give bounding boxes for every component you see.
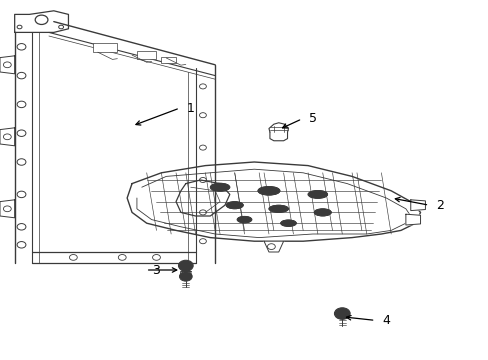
Ellipse shape	[237, 216, 251, 223]
Polygon shape	[264, 241, 283, 252]
Text: 5: 5	[308, 112, 316, 125]
Ellipse shape	[268, 205, 288, 212]
Ellipse shape	[313, 209, 331, 216]
FancyBboxPatch shape	[161, 57, 176, 63]
Polygon shape	[0, 56, 15, 74]
Polygon shape	[405, 214, 420, 225]
Circle shape	[334, 308, 349, 319]
Ellipse shape	[210, 183, 229, 191]
Polygon shape	[176, 180, 229, 216]
Circle shape	[179, 272, 192, 281]
Polygon shape	[0, 200, 15, 218]
Polygon shape	[15, 11, 215, 266]
Polygon shape	[410, 200, 425, 211]
Ellipse shape	[225, 202, 243, 209]
Text: 4: 4	[382, 314, 389, 327]
Ellipse shape	[258, 186, 279, 195]
Text: 3: 3	[152, 264, 160, 276]
Polygon shape	[181, 269, 190, 278]
Ellipse shape	[280, 220, 296, 226]
Polygon shape	[0, 128, 15, 146]
FancyBboxPatch shape	[137, 51, 156, 59]
Text: 2: 2	[435, 199, 443, 212]
Text: 1: 1	[186, 102, 194, 114]
FancyBboxPatch shape	[93, 43, 117, 52]
Circle shape	[178, 260, 193, 271]
Polygon shape	[15, 11, 68, 32]
Ellipse shape	[307, 190, 327, 198]
Polygon shape	[127, 162, 420, 241]
